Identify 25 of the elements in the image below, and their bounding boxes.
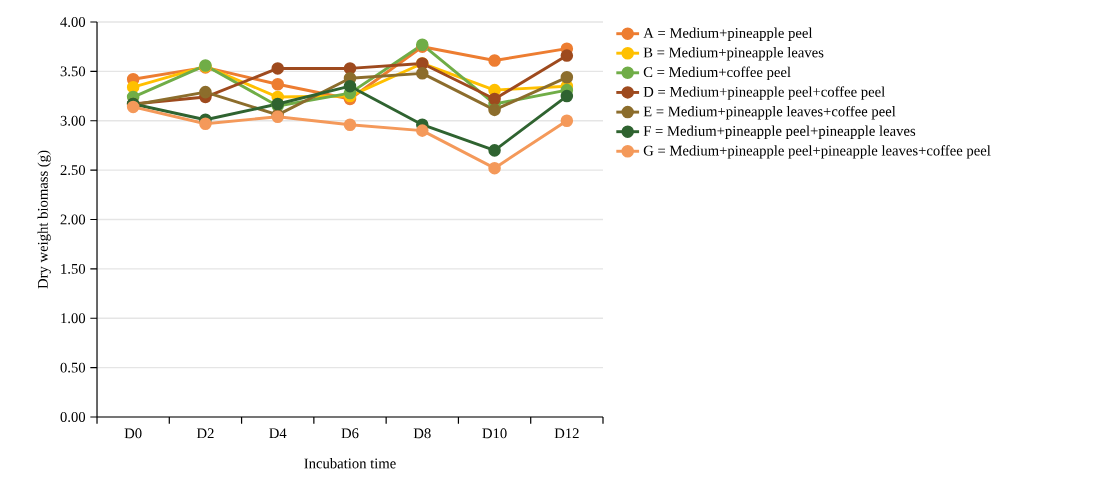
x-tick-label: D2 <box>196 428 214 439</box>
legend-label: A = Medium+pineapple peel <box>643 27 813 41</box>
y-tick-label: 4.00 <box>60 17 86 27</box>
y-tick-label: 1.50 <box>61 263 86 274</box>
x-tick-label: D0 <box>124 428 142 439</box>
y-tick-label: 1.00 <box>61 313 86 324</box>
x-tick-label: D8 <box>413 428 431 439</box>
legend-label: D = Medium+pineapple peel+coffee peel <box>643 86 885 100</box>
y-tick-label: 0.50 <box>60 362 86 373</box>
y-tick-label: 2.00 <box>60 214 86 225</box>
legend-label: G = Medium+pineapple peel+pineapple leaves+coffee peel <box>643 145 991 159</box>
y-tick-label: 3.50 <box>60 66 86 77</box>
y-tick-label: 0.00 <box>60 412 86 422</box>
x-tick-label: D4 <box>269 428 287 439</box>
legend-label: C = Medium+coffee peel <box>643 66 791 81</box>
legend-label: E = Medium+pineapple leaves+coffee peel <box>643 105 896 120</box>
y-tick-label: 3.00 <box>60 115 86 126</box>
y-axis-title: Dry weight biomass (g) <box>37 150 51 289</box>
x-axis-title: Incubation time <box>304 458 396 469</box>
x-tick-label: D10 <box>482 428 507 439</box>
legend-label: F = Medium+pineapple peel+pineapple leaves <box>643 125 916 139</box>
x-tick-label: D12 <box>554 428 579 439</box>
y-tick-label: 2.50 <box>60 165 86 176</box>
x-tick-label: D6 <box>341 428 359 439</box>
legend-label: B = Medium+pineapple leaves <box>643 47 824 61</box>
